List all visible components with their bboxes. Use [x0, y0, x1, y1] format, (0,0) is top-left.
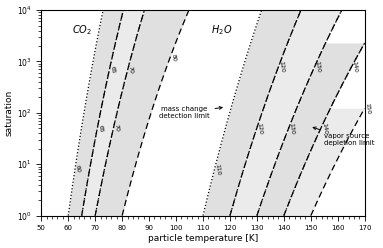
Text: 120: 120: [257, 122, 263, 134]
Text: 60: 60: [75, 165, 81, 173]
Text: H$_2$O: H$_2$O: [211, 24, 232, 37]
Text: 70: 70: [113, 124, 119, 132]
X-axis label: particle temperature [K]: particle temperature [K]: [148, 234, 258, 243]
Text: 150: 150: [365, 102, 371, 114]
Text: 140: 140: [352, 60, 358, 73]
Text: CO$_2$: CO$_2$: [72, 24, 92, 37]
Text: 120: 120: [278, 60, 285, 73]
Text: 65: 65: [110, 65, 115, 74]
Y-axis label: saturation: saturation: [5, 90, 14, 136]
Text: vapor source
depletion limit: vapor source depletion limit: [313, 127, 375, 146]
Text: 65: 65: [97, 124, 103, 132]
Text: 110: 110: [214, 163, 221, 175]
Text: mass change
detection limit: mass change detection limit: [159, 106, 222, 119]
Text: 70: 70: [128, 65, 134, 74]
Text: 130: 130: [289, 122, 295, 134]
Text: 80: 80: [170, 53, 176, 62]
Text: 140: 140: [321, 122, 327, 134]
Text: 130: 130: [315, 60, 321, 73]
